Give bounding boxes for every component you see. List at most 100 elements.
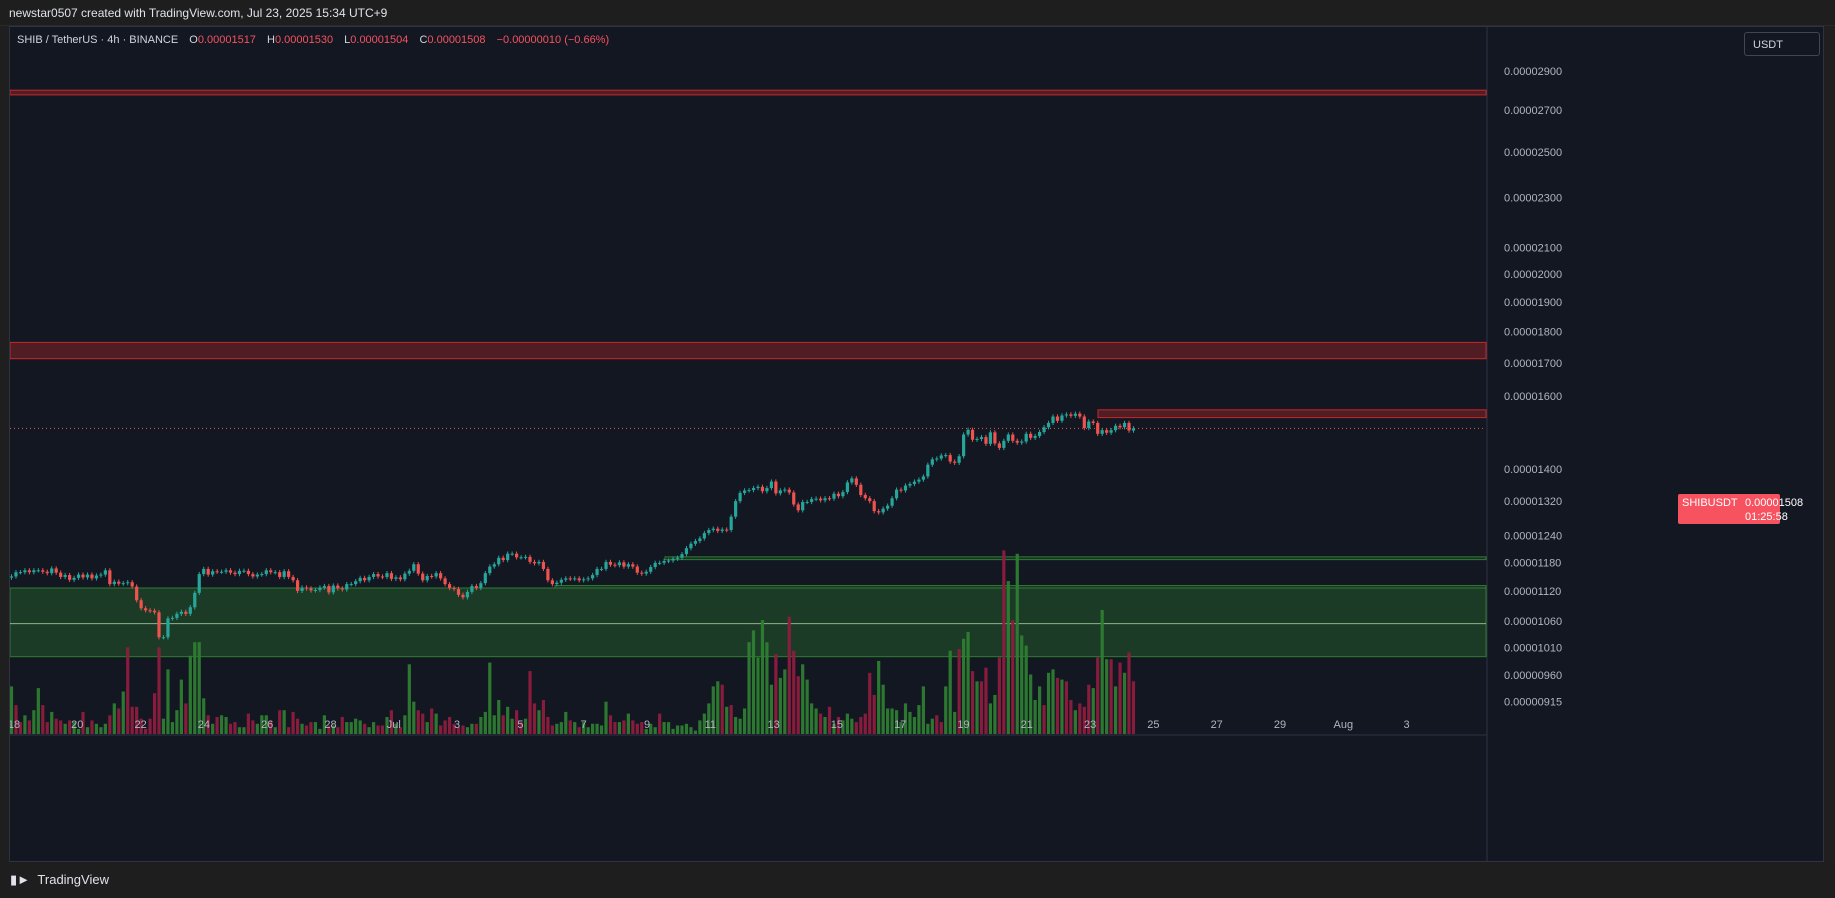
volume-bar bbox=[519, 722, 523, 734]
candle-body bbox=[497, 557, 501, 565]
candle-body bbox=[1046, 422, 1051, 428]
symbol-label[interactable]: SHIB / TetherUS · 4h · BINANCE bbox=[17, 34, 179, 46]
volume-bar bbox=[850, 718, 854, 734]
candle-body bbox=[528, 556, 532, 562]
candle-body bbox=[595, 568, 599, 576]
candle-body bbox=[693, 541, 698, 544]
volume-bar bbox=[604, 701, 608, 734]
volume-bar bbox=[59, 720, 63, 734]
candle-body bbox=[796, 504, 800, 511]
candle-body bbox=[161, 637, 166, 639]
volume-bar bbox=[622, 720, 626, 734]
price-chart[interactable]: 0.00002900 0.00002700 0.00002500 0.00002300… bbox=[10, 27, 1823, 861]
volume-bar bbox=[702, 713, 706, 734]
candle-body bbox=[434, 573, 438, 577]
x-tick-label: 7 bbox=[581, 719, 587, 731]
volume-bar bbox=[389, 710, 394, 734]
volume-bar bbox=[1015, 553, 1019, 734]
volume-bar bbox=[340, 717, 344, 734]
volume-bar bbox=[148, 718, 152, 734]
x-tick-label: 18 bbox=[10, 719, 20, 731]
volume-bar bbox=[979, 681, 984, 734]
candle-body bbox=[881, 508, 885, 513]
candle-body bbox=[818, 498, 823, 501]
volume-bar bbox=[796, 676, 800, 734]
volume-bar bbox=[385, 717, 389, 734]
volume-bar bbox=[617, 722, 622, 734]
candle-body bbox=[886, 505, 890, 509]
candle-body bbox=[707, 530, 711, 534]
volume-bar bbox=[488, 662, 492, 734]
candle-body bbox=[617, 562, 622, 566]
candle-body bbox=[23, 570, 27, 573]
volume-bar bbox=[179, 679, 183, 734]
volume-bar bbox=[801, 664, 805, 734]
volume-bar bbox=[886, 708, 890, 734]
volume-bar bbox=[72, 722, 76, 734]
volume-bar bbox=[94, 723, 99, 734]
volume-bar bbox=[421, 713, 425, 734]
x-tick-label: 22 bbox=[134, 719, 146, 731]
volume-bar bbox=[1006, 581, 1010, 734]
volume-bar bbox=[993, 694, 997, 734]
volume-bar bbox=[130, 706, 134, 734]
volume-bar bbox=[99, 727, 103, 734]
price-tag-symbol: SHIBUSDT bbox=[1682, 497, 1738, 509]
candle-body bbox=[868, 498, 872, 502]
y-tick-label: 0.00002500 bbox=[1504, 147, 1562, 159]
x-tick-label: 28 bbox=[324, 719, 336, 731]
open-value: 0.00001517 bbox=[197, 34, 256, 46]
candle-body bbox=[836, 493, 841, 497]
candle-body bbox=[139, 600, 143, 609]
footer-logo-text[interactable]: TradingView bbox=[37, 872, 109, 887]
volume-bar bbox=[939, 722, 943, 734]
volume-bar bbox=[564, 711, 568, 734]
candle-body bbox=[626, 564, 630, 567]
candle-body bbox=[711, 528, 715, 531]
volume-bar bbox=[1073, 710, 1077, 734]
candle-body bbox=[470, 586, 474, 592]
volume-bar bbox=[832, 723, 836, 734]
volume-bar bbox=[300, 723, 304, 734]
tradingview-logo-icon[interactable]: ▮► bbox=[10, 872, 31, 887]
volume-bar bbox=[380, 725, 385, 734]
volume-bar bbox=[103, 723, 107, 734]
volume-bar bbox=[152, 693, 157, 734]
volume-bar bbox=[1096, 657, 1100, 734]
candle-body bbox=[121, 583, 125, 585]
chart-panel[interactable]: 0.00002900 0.00002700 0.00002500 0.00002300… bbox=[9, 26, 1824, 862]
candle-body bbox=[376, 574, 380, 577]
resistance-zone bbox=[10, 341, 1487, 360]
candle-body bbox=[72, 577, 76, 580]
y-tick-label: 0.00001400 bbox=[1504, 464, 1562, 476]
volume-bar bbox=[260, 715, 264, 734]
volume-bar bbox=[532, 703, 537, 734]
volume-bar bbox=[680, 725, 684, 734]
volume-bar bbox=[197, 642, 201, 734]
volume-bar bbox=[139, 718, 143, 734]
candle-body bbox=[537, 561, 541, 564]
currency-selector[interactable]: USDT bbox=[1744, 32, 1820, 56]
candle-body bbox=[371, 574, 376, 577]
candle-body bbox=[135, 586, 139, 601]
volume-bar bbox=[537, 710, 541, 734]
volume-bar bbox=[528, 671, 532, 734]
volume-bar bbox=[890, 708, 894, 734]
candle-body bbox=[488, 566, 492, 574]
volume-bar bbox=[868, 672, 872, 734]
candle-body bbox=[769, 481, 773, 489]
candle-body bbox=[1087, 421, 1091, 428]
volume-bar bbox=[45, 722, 49, 734]
volume-bar bbox=[912, 717, 917, 734]
volume-bar bbox=[251, 720, 255, 734]
candle-body bbox=[832, 493, 836, 499]
volume-bar bbox=[394, 723, 398, 734]
candle-body bbox=[363, 577, 367, 581]
candle-body bbox=[899, 489, 903, 491]
x-tick-label: 25 bbox=[1147, 719, 1159, 731]
volume-bar bbox=[734, 717, 738, 734]
volume-bar bbox=[738, 718, 742, 734]
candle-body bbox=[237, 570, 242, 575]
candle-body bbox=[541, 561, 546, 569]
volume-bar bbox=[747, 642, 751, 734]
